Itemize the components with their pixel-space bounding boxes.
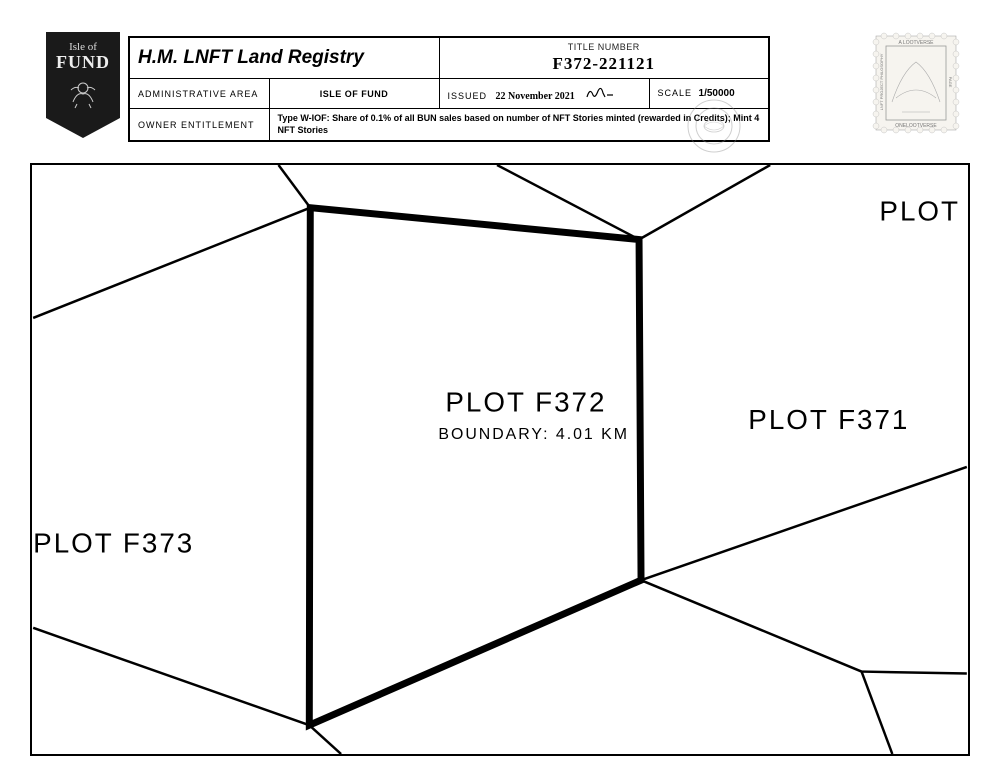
map-label-boundary_label: BOUNDARY: 4.01 KM — [438, 426, 629, 443]
title-number-value: F372-221121 — [552, 54, 655, 73]
postage-stamp-icon: A LOOTVERSE ONELOOTVERSE LNFT PROJECT PH… — [872, 32, 960, 134]
owner-entitlement-label: OWNER ENTITLEMENT — [129, 109, 269, 142]
seal-icon — [686, 98, 742, 154]
scale-label: SCALE — [658, 88, 693, 98]
stamp-right-text: PAGE — [948, 77, 953, 88]
issued-value: 22 November 2021 — [496, 91, 575, 102]
isle-of-fund-banner: Isle of FUND — [44, 32, 122, 140]
plot-map: PLOT F372 BOUNDARY: 4.01 KM PLOT F373 PLOT … — [30, 163, 970, 756]
plot-labels: PLOT F372 BOUNDARY: 4.01 KM PLOT F373 PLOT … — [33, 196, 968, 559]
map-svg: PLOT F372 BOUNDARY: 4.01 KM PLOT F373 PLOT … — [32, 165, 968, 754]
stamp-left-text: LNFT PROJECT PHILOSOPHY — [879, 53, 884, 110]
title-number-label: TITLE NUMBER — [448, 42, 761, 52]
map-label-right_label: PLOT F371 — [748, 404, 909, 435]
map-label-left_label: PLOT F373 — [33, 527, 194, 558]
stamp-bottom-text: ONELOOTVERSE — [895, 123, 937, 129]
thin-boundary-lines — [33, 165, 967, 754]
map-label-main_plot_label: PLOT F372 — [445, 386, 606, 417]
registry-header-table: H.M. LNFT Land Registry TITLE NUMBER F37… — [128, 36, 770, 142]
registry-title: H.M. LNFT Land Registry — [129, 37, 439, 79]
admin-area-value: ISLE OF FUND — [269, 79, 439, 109]
map-label-topright_label: PLOT F — [879, 196, 968, 227]
central-plot-polygon — [309, 208, 641, 725]
signature-icon — [585, 85, 615, 106]
admin-area-label: ADMINISTRATIVE AREA — [129, 79, 269, 109]
issued-label: ISSUED — [448, 91, 488, 101]
stamp-top-text: A LOOTVERSE — [898, 40, 934, 46]
banner-line2: FUND — [56, 52, 110, 72]
